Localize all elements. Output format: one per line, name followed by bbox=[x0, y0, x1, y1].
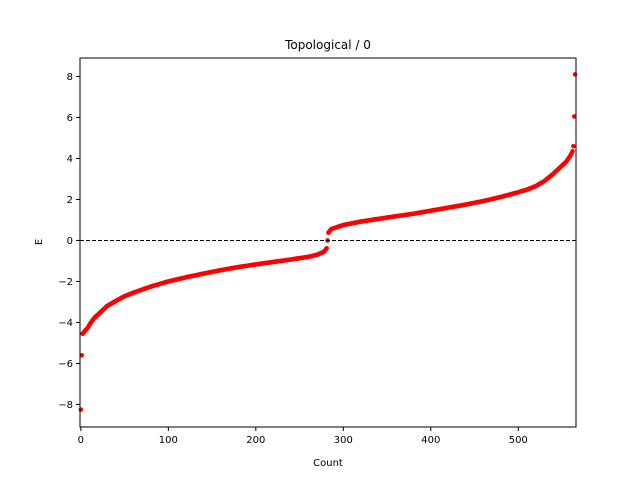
data-point bbox=[570, 148, 575, 154]
y-tick-label: 2 bbox=[67, 195, 73, 206]
x-tick-label: 400 bbox=[421, 435, 440, 446]
data-point bbox=[572, 72, 578, 77]
y-tick-label: −8 bbox=[58, 400, 73, 411]
data-point bbox=[79, 352, 85, 358]
y-tick-label: 4 bbox=[67, 154, 73, 165]
x-tick-label: 100 bbox=[159, 435, 178, 446]
chart-title: Topological / 0 bbox=[284, 38, 371, 52]
data-point bbox=[571, 143, 576, 149]
x-tick-label: 200 bbox=[246, 435, 265, 446]
x-axis-ticks: 0 100 200 300 400 500 bbox=[78, 427, 528, 446]
plot-area bbox=[78, 72, 578, 412]
x-tick-label: 0 bbox=[78, 435, 84, 446]
axes-frame bbox=[79, 57, 577, 428]
y-tick-label: 0 bbox=[67, 236, 73, 247]
y-axis-label: E bbox=[34, 239, 45, 245]
x-tick-label: 300 bbox=[334, 435, 353, 446]
x-axis-label: Count bbox=[313, 458, 343, 469]
y-tick-label: −2 bbox=[58, 277, 73, 288]
y-tick-label: 6 bbox=[67, 113, 73, 124]
y-axis-ticks: −8 −6 −4 −2 0 2 4 6 8 bbox=[58, 72, 80, 411]
x-tick-label: 500 bbox=[509, 435, 528, 446]
y-tick-label: −6 bbox=[58, 359, 73, 370]
data-point bbox=[324, 245, 329, 251]
data-point bbox=[78, 407, 84, 412]
y-tick-label: 8 bbox=[67, 72, 73, 83]
data-point bbox=[571, 114, 577, 119]
y-tick-label: −4 bbox=[58, 318, 73, 329]
